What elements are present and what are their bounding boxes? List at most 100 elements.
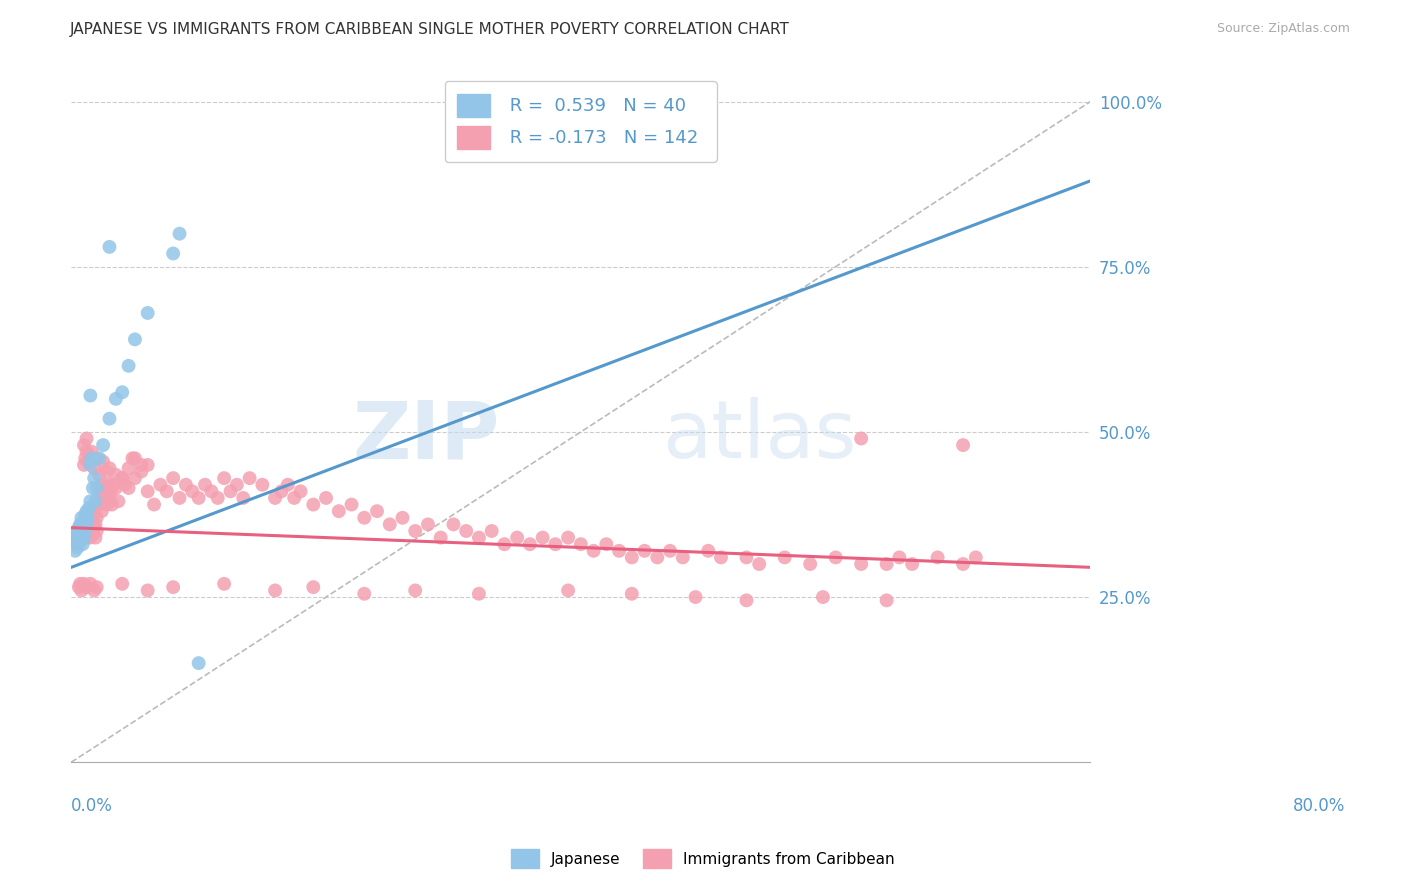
Point	[965, 550, 987, 565]
Point	[66, 537, 89, 551]
Point	[86, 451, 108, 466]
Point	[232, 491, 254, 505]
Point	[80, 524, 103, 538]
Point	[927, 550, 949, 565]
Point	[104, 392, 127, 406]
Point	[187, 491, 209, 505]
Point	[75, 524, 97, 538]
Point	[70, 583, 93, 598]
Point	[111, 471, 134, 485]
Point	[876, 593, 898, 607]
Point	[799, 557, 821, 571]
Point	[83, 461, 105, 475]
Point	[607, 543, 630, 558]
Point	[75, 524, 97, 538]
Point	[111, 385, 134, 400]
Point	[889, 550, 911, 565]
Point	[162, 580, 184, 594]
Point	[79, 388, 101, 402]
Point	[98, 411, 121, 425]
Point	[468, 587, 491, 601]
Text: ZIP: ZIP	[352, 397, 499, 475]
Point	[80, 444, 103, 458]
Point	[103, 477, 125, 491]
Point	[697, 543, 720, 558]
Point	[96, 465, 118, 479]
Point	[107, 494, 129, 508]
Point	[79, 577, 101, 591]
Point	[72, 531, 94, 545]
Text: JAPANESE VS IMMIGRANTS FROM CARIBBEAN SINGLE MOTHER POVERTY CORRELATION CHART: JAPANESE VS IMMIGRANTS FROM CARIBBEAN SI…	[70, 22, 790, 37]
Point	[131, 465, 153, 479]
Point	[67, 531, 90, 545]
Point	[595, 537, 617, 551]
Point	[136, 583, 159, 598]
Point	[63, 527, 86, 541]
Point	[73, 438, 96, 452]
Point	[620, 587, 643, 601]
Point	[67, 521, 90, 535]
Point	[315, 491, 337, 505]
Point	[90, 504, 112, 518]
Point	[849, 432, 872, 446]
Point	[69, 577, 91, 591]
Point	[117, 359, 139, 373]
Point	[212, 471, 235, 485]
Point	[62, 533, 84, 548]
Point	[69, 517, 91, 532]
Point	[76, 521, 98, 535]
Point	[76, 455, 98, 469]
Point	[86, 481, 108, 495]
Point	[952, 438, 974, 452]
Point	[824, 550, 846, 565]
Point	[80, 504, 103, 518]
Point	[404, 524, 426, 538]
Point	[773, 550, 796, 565]
Point	[283, 491, 305, 505]
Point	[111, 471, 134, 485]
Point	[302, 580, 325, 594]
Point	[952, 557, 974, 571]
Point	[456, 524, 478, 538]
Point	[89, 451, 111, 466]
Point	[169, 227, 191, 241]
Point	[633, 543, 655, 558]
Point	[557, 531, 579, 545]
Point	[69, 533, 91, 548]
Point	[76, 527, 98, 541]
Point	[90, 484, 112, 499]
Point	[672, 550, 695, 565]
Point	[77, 500, 100, 515]
Point	[239, 471, 262, 485]
Point	[117, 461, 139, 475]
Point	[63, 543, 86, 558]
Point	[73, 531, 96, 545]
Point	[748, 557, 770, 571]
Point	[136, 484, 159, 499]
Point	[366, 504, 388, 518]
Point	[67, 521, 90, 535]
Point	[468, 531, 491, 545]
Point	[66, 527, 89, 541]
Point	[72, 521, 94, 535]
Point	[70, 527, 93, 541]
Point	[194, 477, 217, 491]
Point	[391, 510, 413, 524]
Point	[156, 484, 179, 499]
Point	[557, 583, 579, 598]
Point	[72, 521, 94, 535]
Point	[76, 504, 98, 518]
Point	[89, 498, 111, 512]
Point	[79, 458, 101, 472]
Point	[404, 583, 426, 598]
Point	[73, 458, 96, 472]
Point	[162, 246, 184, 260]
Point	[111, 577, 134, 591]
Point	[67, 580, 90, 594]
Point	[264, 491, 287, 505]
Point	[685, 590, 707, 604]
Point	[124, 332, 146, 346]
Point	[77, 510, 100, 524]
Point	[735, 550, 758, 565]
Point	[104, 467, 127, 482]
